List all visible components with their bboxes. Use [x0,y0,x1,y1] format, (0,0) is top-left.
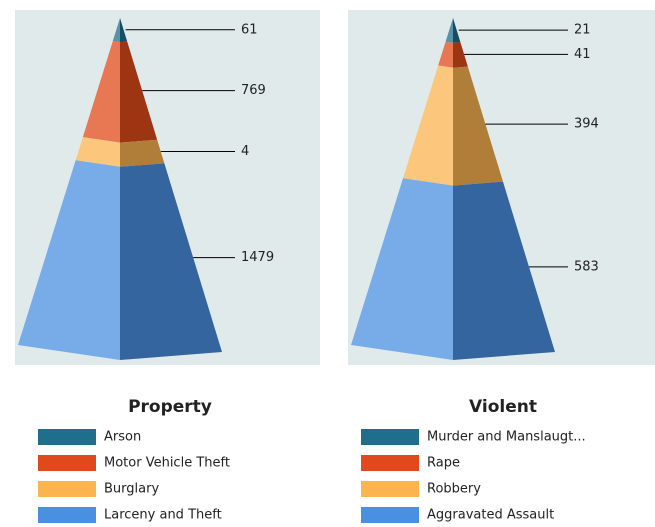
data-label: 583 [574,259,599,274]
pyramid-segment-left [82,41,120,143]
legend-label: Aggravated Assault [427,508,554,523]
data-label: 21 [574,23,591,38]
pyramid-segment-right [453,66,503,186]
pyramid-segment-right [120,163,222,360]
pyramid-segment-left [403,65,453,186]
legend-label: Arson [104,430,141,445]
legend-label: Robbery [427,482,481,497]
legend-title: Property [128,397,212,417]
legend-swatch [38,455,96,471]
legend-swatch [38,507,96,523]
data-label: 769 [241,83,266,98]
legend-swatch [361,481,420,497]
data-label: 1479 [241,250,274,265]
pyramid-segment-left [112,18,120,43]
data-label: 4 [241,144,249,159]
pyramid-segment-left [18,160,120,360]
pyramid-segment-right [120,139,165,167]
legend-swatch [361,429,420,445]
legend-label: Motor Vehicle Theft [104,456,230,471]
pyramid-segment-left [75,137,120,167]
legend-swatch [38,481,96,497]
pyramid-segment-right [453,181,555,360]
pyramid-segment-right [120,18,128,43]
pyramid-segment-left [351,178,453,360]
legend-swatch [361,507,420,523]
pyramid-segment-left [445,18,453,43]
legend-label: Murder and Manslaugt... [427,430,586,445]
pyramid-segment-right [453,18,461,43]
legend-title: Violent [469,397,537,417]
pyramid-segment-left [438,41,453,68]
pyramid-segment-right [120,41,158,143]
legend-swatch [38,429,96,445]
legend-label: Burglary [104,482,159,497]
data-label: 41 [574,47,591,62]
data-label: 61 [241,22,258,37]
legend-label: Larceny and Theft [104,508,222,523]
legend-label: Rape [427,456,460,471]
data-label: 394 [574,117,599,132]
legend-swatch [361,455,420,471]
pyramid-segment-right [453,42,468,68]
